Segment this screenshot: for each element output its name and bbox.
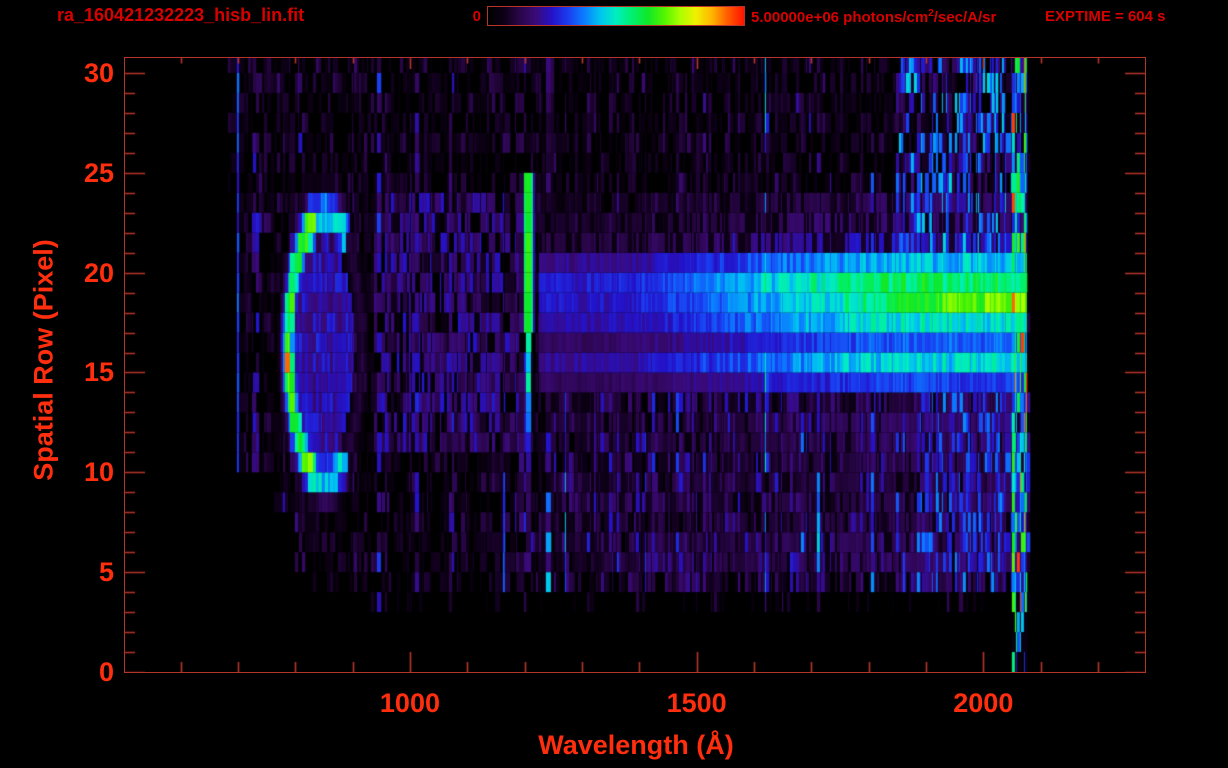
x-axis-title: Wavelength (Å) <box>538 730 734 760</box>
y-tick-label: 10 <box>83 457 114 488</box>
y-tick-label: 15 <box>83 357 114 388</box>
x-tick-label: 1000 <box>379 688 440 718</box>
plot-title: ra_160421232223_hisb_lin.fit <box>57 5 305 25</box>
y-tick-label: 25 <box>83 157 114 188</box>
colorbar-max-label: 5.00000e+06 photons/cm2/sec/A/sr <box>751 8 996 26</box>
colorbar-gradient <box>488 7 744 25</box>
exptime-label: EXPTIME = 604 s <box>1045 8 1166 25</box>
x-tick-label: 1500 <box>666 688 727 718</box>
spectrogram-canvas <box>125 58 1145 672</box>
colorbar-max-suffix: /sec/A/sr <box>933 9 997 26</box>
y-tick-label: 20 <box>83 257 114 288</box>
x-tick-label: 2000 <box>953 688 1014 718</box>
colorbar-max-prefix: 5.00000e+06 photons/cm <box>751 9 929 26</box>
colorbar-max-sup: 2 <box>928 8 934 19</box>
y-axis-title: Spatial Row (Pixel) <box>28 239 59 481</box>
y-tick-label: 5 <box>98 557 114 588</box>
y-tick-label: 0 <box>98 657 114 687</box>
plot-box <box>124 57 1146 673</box>
colorbar <box>487 6 745 26</box>
y-tick-label: 30 <box>83 57 114 88</box>
colorbar-min-label: 0 <box>472 8 481 25</box>
